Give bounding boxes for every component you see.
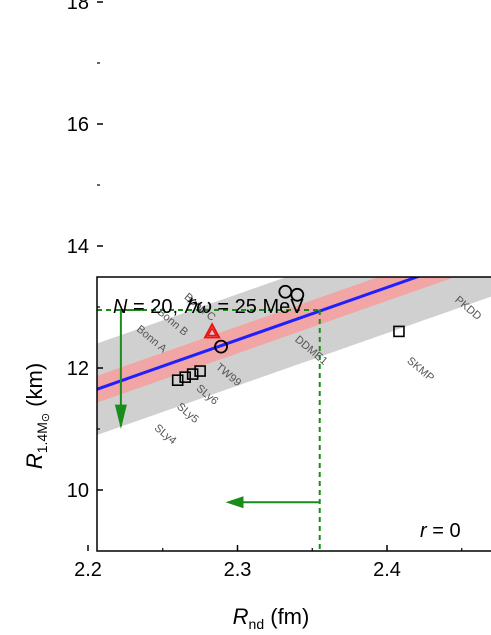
circle-marker (214, 339, 228, 354)
square-marker (186, 368, 199, 380)
model-annotation: N = 20, ℏω = 25 MeV (113, 296, 304, 318)
x-tick-label: 2.4 (373, 559, 401, 581)
x-tick-label: 2.2 (74, 559, 102, 581)
correlation-label: r = 0 (420, 520, 461, 542)
y-tick-label: 10 (67, 480, 89, 502)
confidence-band-inner (97, 277, 455, 403)
square-marker (393, 325, 405, 338)
circle-marker (393, 255, 405, 267)
fit-line (97, 277, 422, 391)
left-arrow-head (225, 496, 244, 509)
circle-marker (290, 287, 305, 302)
point-label: SKT (409, 206, 433, 229)
point-label: PKO2 (352, 239, 382, 267)
y-tick-label: 16 (67, 114, 89, 136)
y-tick-label: 14 (67, 236, 89, 258)
x-tick-label: 2.3 (224, 559, 252, 581)
circle-marker (456, 261, 468, 273)
point-label: SLy4 (152, 422, 179, 447)
point-label: SKMP (405, 355, 437, 384)
circle-marker (426, 243, 438, 255)
point-label: PKA1 (433, 190, 462, 217)
x-axis-title: Rnd (fm) (233, 604, 310, 632)
point-label: DDME2 (221, 239, 258, 273)
circle-marker (480, 234, 491, 246)
square-marker (171, 374, 184, 387)
y-axis-title: R1.4M⊙ (km) (22, 363, 52, 469)
y-tick-label: 12 (67, 358, 89, 380)
y-tick-label: 18 (67, 0, 89, 14)
confidence-band-outer (97, 277, 491, 435)
plot-frame (96, 276, 491, 552)
point-label: PKO3 (382, 218, 412, 246)
point-label: SLy5 (174, 401, 201, 426)
triangle-marker-inner (206, 326, 218, 337)
down-arrow-head (114, 404, 127, 429)
triangle-marker (203, 322, 221, 339)
square-marker (194, 365, 206, 377)
square-marker (442, 238, 452, 248)
square-marker (179, 371, 191, 383)
